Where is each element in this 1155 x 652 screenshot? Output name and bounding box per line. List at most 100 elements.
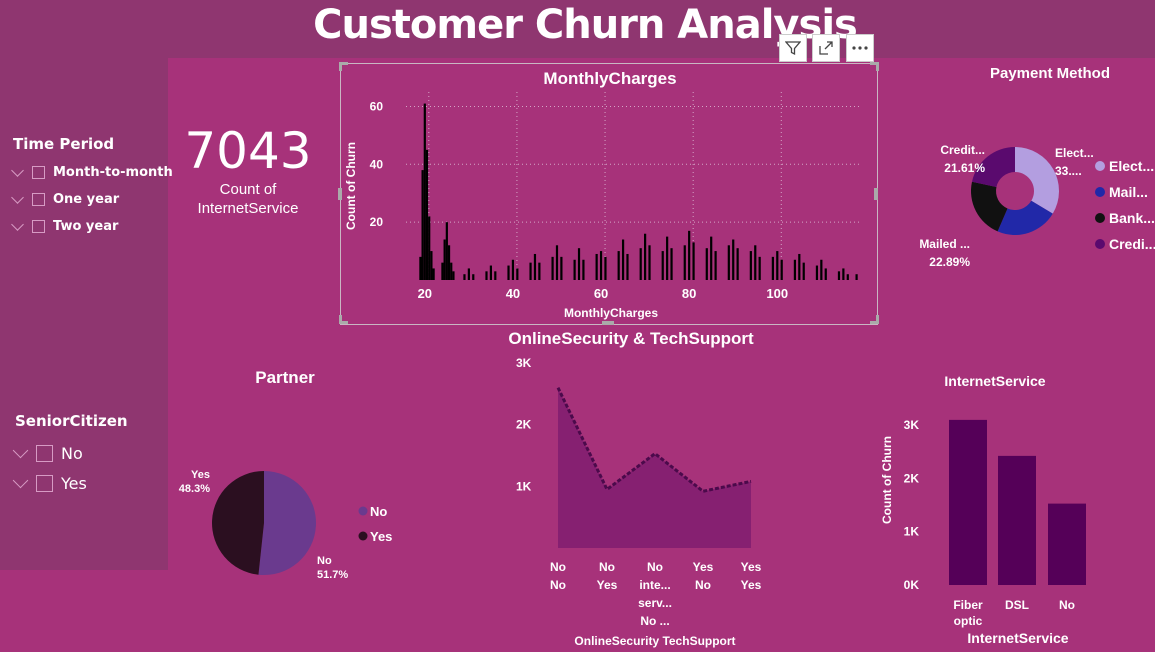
histogram-bar: [639, 248, 642, 280]
x-tick-label: serv...: [638, 596, 672, 610]
payment-method-chart[interactable]: Payment Method Elect... 33.... Mailed ... 22…: [885, 60, 1155, 300]
resize-handle[interactable]: [602, 321, 614, 325]
chevron-down-icon[interactable]: [11, 163, 24, 177]
histogram-bar: [842, 268, 845, 280]
bar: [1048, 503, 1086, 585]
histogram-bar: [837, 271, 841, 280]
resize-handle[interactable]: [339, 62, 348, 71]
resize-handle[interactable]: [338, 188, 342, 200]
histogram-bar: [780, 259, 783, 280]
data-label: Yes: [191, 469, 210, 481]
checkbox[interactable]: [32, 193, 45, 206]
kpi-label-line2: InternetService: [197, 200, 299, 217]
histogram-bar: [551, 256, 554, 280]
histogram-bar: [450, 262, 453, 280]
data-label: 33....: [1055, 164, 1082, 178]
histogram-bar: [507, 265, 510, 280]
resize-handle[interactable]: [870, 315, 879, 324]
chevron-down-icon[interactable]: [12, 472, 29, 489]
data-label: 51.7%: [317, 569, 348, 581]
kpi-card[interactable]: 7043 Count of InternetService: [178, 122, 318, 218]
histogram-bar: [798, 253, 801, 280]
chevron-down-icon[interactable]: [11, 217, 24, 231]
partner-chart[interactable]: Partner No 51.7% Yes 48.3% No Yes: [168, 362, 418, 602]
slicer-item-no[interactable]: No: [12, 438, 128, 468]
y-axis-label: Count of Churn: [344, 142, 358, 230]
monthly-charges-visual[interactable]: MonthlyCharges 20 40 60 20 40 60 80 100 MonthlyCh…: [340, 63, 878, 325]
histogram-bar: [771, 256, 774, 280]
y-tick-label: 3K: [516, 356, 532, 370]
histogram-bar: [560, 256, 563, 280]
chart-title: InternetService: [944, 373, 1045, 389]
resize-handle[interactable]: [339, 315, 348, 324]
legend-marker: [1095, 161, 1105, 171]
x-tick-label: Yes: [693, 560, 714, 574]
y-tick-label: 2K: [516, 418, 532, 432]
histogram-bar: [692, 242, 695, 280]
legend-label: No: [370, 504, 387, 519]
checkbox[interactable]: [36, 474, 53, 492]
histogram-bar: [820, 259, 823, 280]
x-axis-label: InternetService: [967, 630, 1068, 646]
more-options-icon[interactable]: [846, 34, 874, 62]
histogram-bar: [538, 262, 541, 280]
x-tick-label: Yes: [597, 578, 618, 592]
checkbox[interactable]: [32, 166, 45, 179]
resize-handle[interactable]: [870, 62, 879, 71]
x-axis-label: OnlineSecurity TechSupport: [574, 634, 735, 648]
chart-title: OnlineSecurity & TechSupport: [508, 329, 754, 348]
slicer-item-yes[interactable]: Yes: [12, 468, 128, 498]
slicer-item-label: Yes: [61, 473, 87, 493]
legend-marker: [358, 506, 368, 516]
histogram-bar: [736, 248, 739, 280]
histogram-bar: [555, 245, 559, 280]
slicer-item-label: Month-to-month: [53, 165, 173, 180]
histogram-bar: [710, 236, 713, 280]
histogram-bar: [577, 248, 581, 280]
data-label: Elect...: [1055, 146, 1094, 160]
chevron-down-icon[interactable]: [12, 442, 29, 459]
legend-marker: [1095, 213, 1105, 223]
resize-handle[interactable]: [874, 188, 878, 200]
x-tick-label: No ...: [640, 614, 669, 628]
slicer-item-month-to-month[interactable]: Month-to-month: [11, 159, 173, 186]
histogram-bar: [688, 230, 691, 280]
donut-slice: [971, 147, 1015, 187]
histogram-bar: [533, 253, 537, 280]
checkbox[interactable]: [36, 444, 53, 462]
slicer-item-label: Two year: [53, 219, 119, 234]
chevron-down-icon[interactable]: [11, 190, 24, 204]
histogram-bar: [793, 259, 797, 280]
histogram-bar: [727, 245, 730, 280]
legend-marker: [1095, 239, 1105, 249]
histogram-bar: [516, 268, 519, 280]
bar: [949, 419, 987, 585]
checkbox[interactable]: [32, 220, 45, 233]
data-label: Mailed ...: [919, 237, 970, 251]
x-tick-label: DSL: [1005, 598, 1029, 612]
x-tick-label: No: [1059, 598, 1075, 612]
senior-citizen-slicer-title: SeniorCitizen: [15, 412, 128, 430]
data-label: Credit...: [940, 143, 985, 157]
x-tick-label: 40: [506, 286, 520, 301]
histogram-bar: [494, 271, 497, 280]
focus-mode-icon[interactable]: [812, 34, 840, 62]
x-tick-label: Yes: [741, 560, 762, 574]
internet-service-chart[interactable]: InternetService 0K 1K 2K 3K Fiber optic DSL No In…: [875, 368, 1135, 652]
y-axis-label: Count of Churn: [880, 436, 894, 524]
data-label: No: [317, 555, 332, 567]
filter-icon[interactable]: [779, 34, 807, 62]
slicer-item-two-year[interactable]: Two year: [11, 213, 173, 240]
histogram-bar: [644, 233, 647, 280]
histogram-bar: [421, 170, 424, 280]
histogram-bar: [732, 239, 735, 280]
online-security-tech-support-chart[interactable]: OnlineSecurity & TechSupport 1K 2K 3K No No No…: [500, 326, 790, 652]
y-tick-label: 2K: [904, 471, 920, 485]
y-tick-label: 20: [370, 215, 384, 229]
y-tick-label: 60: [370, 99, 384, 113]
histogram-bar: [749, 251, 752, 280]
slicer-item-one-year[interactable]: One year: [11, 186, 173, 213]
legend-label: Elect...: [1109, 158, 1154, 174]
chart-title: Partner: [255, 368, 315, 387]
histogram-bar: [705, 248, 708, 280]
